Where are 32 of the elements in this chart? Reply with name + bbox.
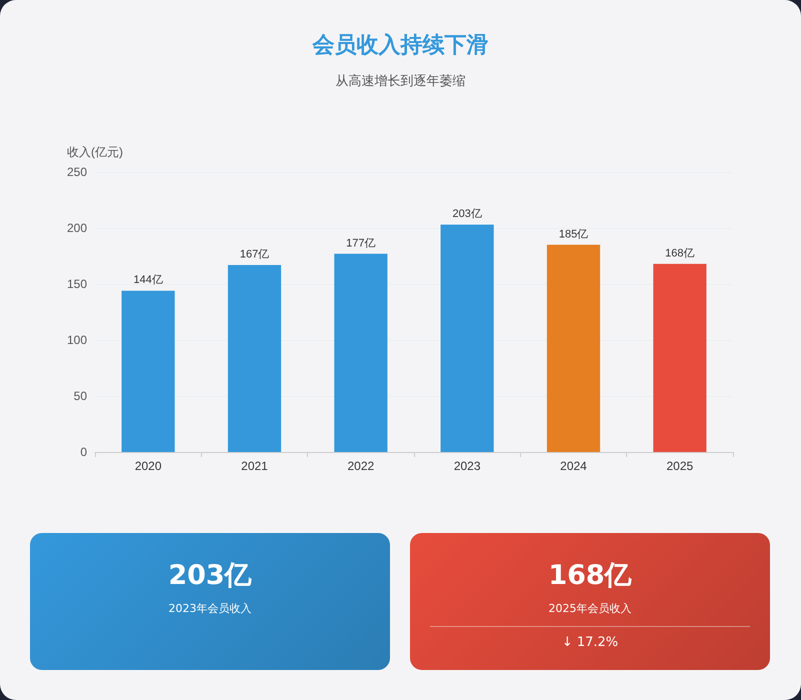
data-label: 177亿	[346, 237, 376, 250]
bar	[440, 224, 494, 452]
data-label: 185亿	[558, 228, 588, 240]
text: 168亿	[547, 559, 633, 593]
data-label: 144亿	[133, 274, 163, 286]
y-tick-label: 0	[80, 445, 88, 459]
data-label: 167亿	[240, 248, 270, 260]
bar	[653, 264, 706, 452]
chart-subtitle: 从高速增长到逐年萎缩	[334, 73, 466, 90]
x-tick-label: 2022	[347, 459, 375, 473]
text: 2023年会员收入	[168, 601, 252, 616]
text: 2025年会员收入	[548, 601, 632, 616]
x-tick-label: 2023	[454, 459, 481, 473]
y-tick-label: 150	[66, 277, 88, 291]
bar	[334, 254, 388, 452]
y-axis-title: 收入(亿元)	[67, 145, 123, 159]
chart-title: 会员收入持续下滑	[311, 32, 490, 60]
y-tick-label: 100	[66, 333, 88, 347]
x-tick-label: 2021	[241, 459, 268, 473]
text: ↓ 17.2%	[560, 635, 620, 650]
data-label: 203亿	[452, 208, 482, 220]
bar	[122, 290, 175, 452]
x-tick-label: 2020	[134, 459, 162, 473]
x-tick-label: 2025	[666, 459, 694, 473]
y-tick-label: 50	[74, 389, 88, 403]
bar	[228, 264, 282, 452]
x-tick-label: 2024	[560, 459, 588, 473]
y-tick-label: 250	[66, 165, 88, 179]
bar	[546, 244, 600, 452]
text: 203亿	[167, 559, 253, 593]
y-tick-label: 200	[66, 221, 88, 235]
data-label: 168亿	[665, 247, 695, 260]
